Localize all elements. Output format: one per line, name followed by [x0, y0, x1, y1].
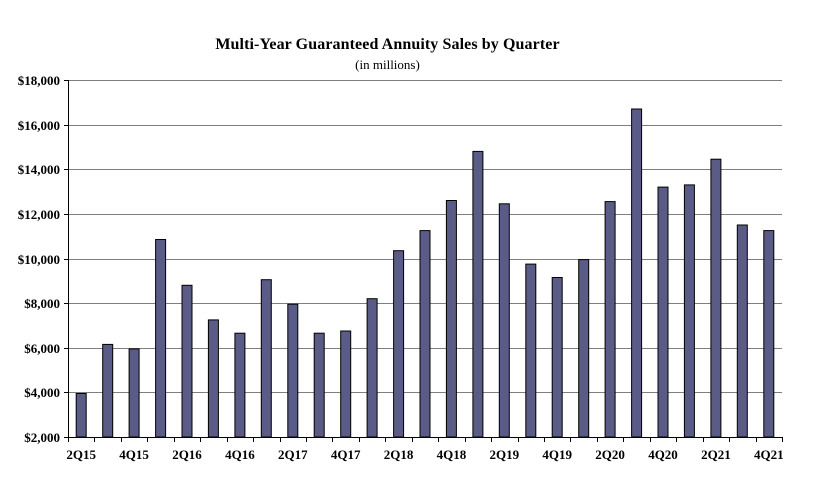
y-tick-label: $14,000	[18, 162, 60, 177]
y-tick-label: $4,000	[24, 385, 60, 400]
x-tick-label: 2Q18	[384, 447, 414, 462]
y-tick-label: $10,000	[18, 252, 60, 267]
bar-3Q20	[631, 108, 643, 438]
x-tick-label: 4Q16	[225, 447, 255, 462]
bar-1Q20	[578, 259, 590, 438]
bar-2Q16	[181, 284, 193, 438]
x-tick-label: 2Q16	[172, 447, 202, 462]
bar-3Q19	[525, 263, 537, 438]
y-tick-label: $12,000	[18, 207, 60, 222]
x-tick-label: 4Q15	[119, 447, 149, 462]
bar-2Q15	[75, 393, 87, 438]
bar-4Q19	[551, 277, 563, 438]
x-tick-label: 2Q15	[66, 447, 96, 462]
bar-1Q21	[683, 184, 695, 438]
bar-1Q18	[366, 298, 378, 438]
bar-4Q16	[234, 332, 246, 438]
x-tick-label: 2Q17	[278, 447, 308, 462]
y-tick-label: $18,000	[18, 73, 60, 88]
x-tick-label: 2Q20	[595, 447, 625, 462]
bar-3Q18	[419, 230, 431, 438]
x-tick-label: 4Q20	[648, 447, 678, 462]
bar-3Q16	[207, 319, 219, 438]
bar-2Q17	[287, 303, 299, 438]
bar-4Q15	[128, 348, 140, 438]
bar-2Q20	[604, 201, 616, 438]
bar-3Q15	[102, 343, 114, 438]
bar-4Q17	[340, 330, 352, 438]
bar-3Q17	[313, 332, 325, 438]
bar-4Q18	[445, 200, 457, 438]
chart-title: Multi-Year Guaranteed Annuity Sales by Q…	[215, 36, 560, 53]
x-tick-label: 4Q17	[331, 447, 361, 462]
bar-4Q20	[657, 186, 669, 438]
x-tick-label: 4Q18	[437, 447, 467, 462]
bar-3Q21	[736, 224, 748, 438]
x-tick-label: 4Q19	[542, 447, 572, 462]
bar-2Q18	[393, 250, 405, 438]
bar-4Q21	[763, 230, 775, 438]
x-tick-label: 2Q19	[489, 447, 519, 462]
chart-subtitle: (in millions)	[355, 57, 420, 72]
bar-1Q17	[260, 279, 272, 438]
bar-1Q16	[155, 239, 167, 438]
bar-2Q21	[710, 158, 722, 438]
bar-1Q19	[472, 150, 484, 438]
y-tick-label: $16,000	[18, 118, 60, 133]
bar-2Q19	[498, 203, 510, 438]
x-tick-label: 4Q21	[754, 447, 784, 462]
y-tick-label: $2,000	[24, 430, 60, 445]
y-tick-label: $6,000	[24, 341, 60, 356]
y-tick-label: $8,000	[24, 296, 60, 311]
x-tick-label: 2Q21	[701, 447, 731, 462]
